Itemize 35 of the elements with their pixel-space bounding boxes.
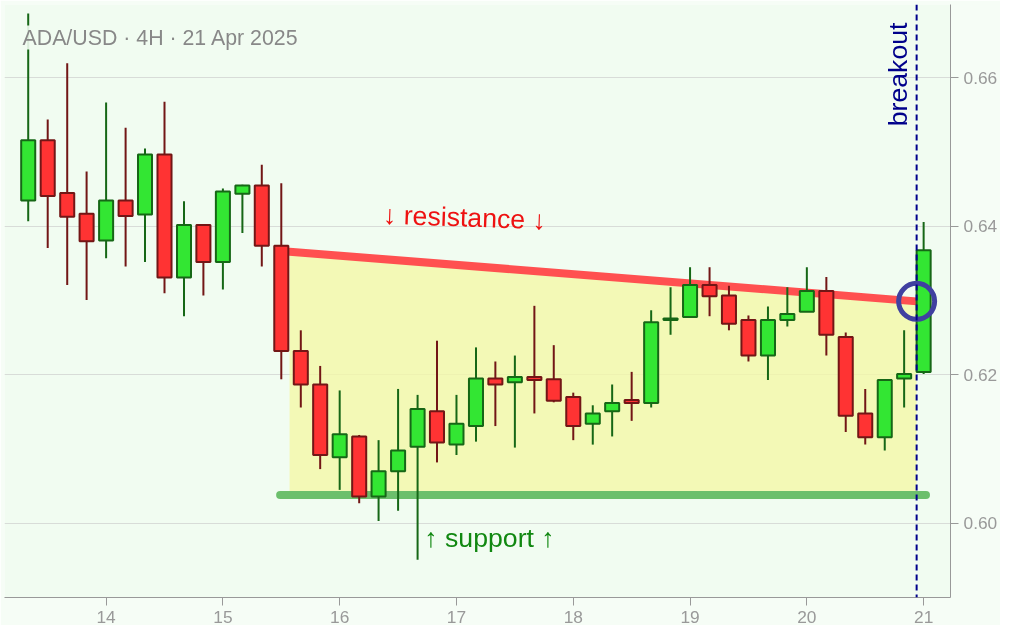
candlestick <box>701 266 718 318</box>
candlestick <box>331 389 348 491</box>
candlestick <box>526 304 543 415</box>
candlestick <box>545 344 562 404</box>
x-tick-label: 16 <box>330 606 350 627</box>
candlestick <box>779 286 796 328</box>
candlestick <box>662 286 679 336</box>
candlestick <box>59 62 76 287</box>
y-tick-label: 0.62 <box>963 364 998 385</box>
ref-line-label: breakout <box>882 21 913 127</box>
text: ADA/USD · 4H · 21 Apr 2025 <box>22 25 298 50</box>
candlestick <box>623 370 640 422</box>
annotation: ↑ support ↑ <box>424 522 555 553</box>
candlestick <box>798 266 815 313</box>
candlestick <box>117 126 134 268</box>
candlestick <box>896 329 913 409</box>
x-tick-label: 21 <box>914 606 934 627</box>
x-tick-label: 19 <box>680 606 700 627</box>
y-tick-label: 0.64 <box>963 216 998 237</box>
candlestick <box>487 360 504 428</box>
candlestick <box>604 383 621 438</box>
candlestick <box>584 404 601 446</box>
candlestick <box>506 354 523 449</box>
x-tick-label: 15 <box>213 606 233 627</box>
x-tick-label: 20 <box>797 606 817 627</box>
x-tick-label: 17 <box>446 606 467 627</box>
annotation: ↓ resistance ↓ <box>382 199 547 236</box>
candlestick <box>448 393 465 456</box>
x-tick-label: 18 <box>563 606 583 627</box>
y-tick-label: 0.66 <box>963 67 998 88</box>
candlestick <box>390 387 407 512</box>
candlestick <box>857 387 874 446</box>
x-tick-label: 14 <box>96 606 117 627</box>
candlestick <box>234 183 251 235</box>
y-tick-label: 0.60 <box>963 513 998 534</box>
